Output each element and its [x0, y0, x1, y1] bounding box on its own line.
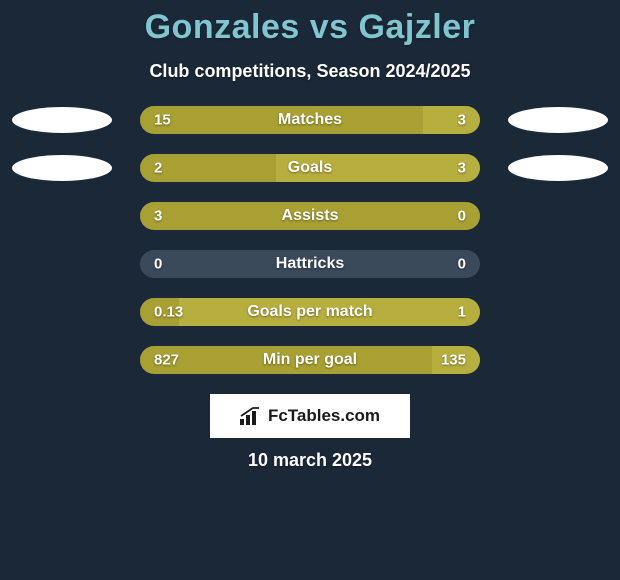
date: 10 march 2025 — [0, 450, 620, 471]
stat-label: Assists — [282, 207, 339, 225]
stat-value-right: 1 — [458, 304, 466, 321]
stat-row: 15 3 Matches — [0, 106, 620, 134]
stat-value-left: 0 — [154, 256, 162, 273]
player-left-photo-slot — [12, 347, 112, 373]
stat-rows: 15 3 Matches 2 3 Goals 3 0 Assists 0 0 Hattricks 0.1… — [0, 106, 620, 374]
player-right-photo-slot — [508, 347, 608, 373]
stat-bar: 0.13 1 Goals per match — [140, 298, 480, 326]
stat-bar: 15 3 Matches — [140, 106, 480, 134]
stat-value-right: 3 — [458, 160, 466, 177]
player-right-photo — [508, 107, 608, 133]
stat-label: Hattricks — [276, 255, 344, 273]
stat-bar: 2 3 Goals — [140, 154, 480, 182]
stat-label: Min per goal — [263, 351, 357, 369]
stat-bar: 827 135 Min per goal — [140, 346, 480, 374]
player-left-photo-slot — [12, 155, 112, 181]
stat-value-left: 15 — [154, 112, 171, 129]
subtitle: Club competitions, Season 2024/2025 — [0, 61, 620, 82]
player-right-photo — [508, 155, 608, 181]
stat-row: 827 135 Min per goal — [0, 346, 620, 374]
stat-bar: 0 0 Hattricks — [140, 250, 480, 278]
stat-bar-right-fill — [423, 106, 480, 134]
player-right-photo-slot — [508, 107, 608, 133]
stat-bar: 3 0 Assists — [140, 202, 480, 230]
stat-value-right: 0 — [458, 208, 466, 225]
player-right-photo-slot — [508, 251, 608, 277]
stat-value-left: 0.13 — [154, 304, 183, 321]
fctables-label: FcTables.com — [268, 406, 380, 426]
stat-row: 0.13 1 Goals per match — [0, 298, 620, 326]
fctables-badge: FcTables.com — [210, 394, 410, 438]
player-left-photo — [12, 107, 112, 133]
comparison-infographic: Gonzales vs Gajzler Club competitions, S… — [0, 0, 620, 580]
stat-row: 3 0 Assists — [0, 202, 620, 230]
stat-value-right: 0 — [458, 256, 466, 273]
fctables-chart-icon — [240, 407, 262, 425]
player-right-photo-slot — [508, 299, 608, 325]
player-left-photo-slot — [12, 107, 112, 133]
player-left-photo-slot — [12, 299, 112, 325]
player-right-photo-slot — [508, 155, 608, 181]
stat-value-left: 2 — [154, 160, 162, 177]
title: Gonzales vs Gajzler — [0, 8, 620, 47]
stat-value-left: 3 — [154, 208, 162, 225]
player-left-photo-slot — [12, 251, 112, 277]
stat-label: Goals — [288, 159, 332, 177]
stat-label: Goals per match — [247, 303, 372, 321]
stat-label: Matches — [278, 111, 342, 129]
stat-value-right: 135 — [441, 352, 466, 369]
stat-row: 2 3 Goals — [0, 154, 620, 182]
player-left-photo — [12, 155, 112, 181]
stat-row: 0 0 Hattricks — [0, 250, 620, 278]
player-left-photo-slot — [12, 203, 112, 229]
player-right-photo-slot — [508, 203, 608, 229]
stat-value-right: 3 — [458, 112, 466, 129]
stat-value-left: 827 — [154, 352, 179, 369]
